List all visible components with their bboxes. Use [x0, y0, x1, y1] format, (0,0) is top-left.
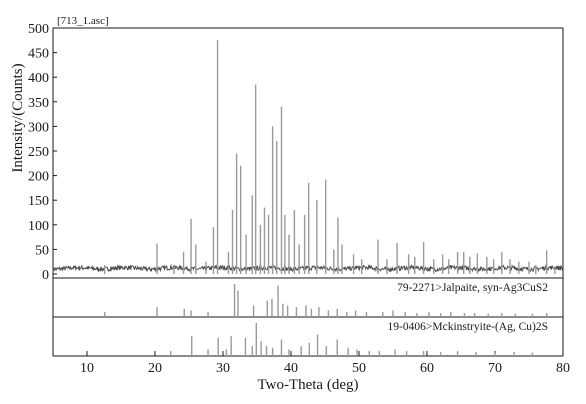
file-label: [713_1.asc] — [57, 15, 109, 27]
diffraction-pattern — [52, 40, 564, 274]
y-tick-label-300: 300 — [28, 120, 49, 135]
y-tick-label-200: 200 — [28, 170, 49, 185]
y-tick-label-250: 250 — [28, 145, 49, 160]
reference-panel-2-frame — [52, 316, 564, 357]
x-tick-label-70: 70 — [488, 361, 502, 376]
y-tick-label-450: 450 — [28, 47, 49, 62]
reference-pattern-1 — [103, 284, 548, 317]
x-tick-label-80: 80 — [556, 361, 570, 376]
x-tick-label-30: 30 — [216, 361, 230, 376]
x-tick-label-20: 20 — [148, 361, 162, 376]
y-tick-label-100: 100 — [28, 219, 49, 234]
y-axis: 0 50 100 150 200 250 300 350 400 450 500 — [28, 22, 57, 283]
x-tick-label-50: 50 — [352, 361, 366, 376]
y-tick-label-500: 500 — [28, 22, 49, 37]
x-axis-title: Two-Theta (deg) — [258, 377, 359, 393]
reference-label-2: 19-0406>Mckinstryite-(Ag, Cu)2S — [388, 321, 548, 333]
y-tick-label-350: 350 — [28, 96, 49, 111]
y-tick-label-400: 400 — [28, 71, 49, 86]
x-tick-label-40: 40 — [284, 361, 298, 376]
x-axis: 10 20 30 40 50 60 70 80 — [80, 351, 570, 376]
y-tick-label-50: 50 — [35, 243, 49, 258]
reference-pattern-2 — [169, 323, 534, 356]
x-tick-label-10: 10 — [80, 361, 94, 376]
reference-label-1: 79-2271>Jalpaite, syn-Ag3CuS2 — [397, 282, 548, 294]
y-tick-label-150: 150 — [28, 194, 49, 209]
y-axis-title: Intensity/(Counts) — [10, 63, 26, 172]
x-tick-label-60: 60 — [420, 361, 434, 376]
y-tick-label-0: 0 — [42, 268, 49, 283]
